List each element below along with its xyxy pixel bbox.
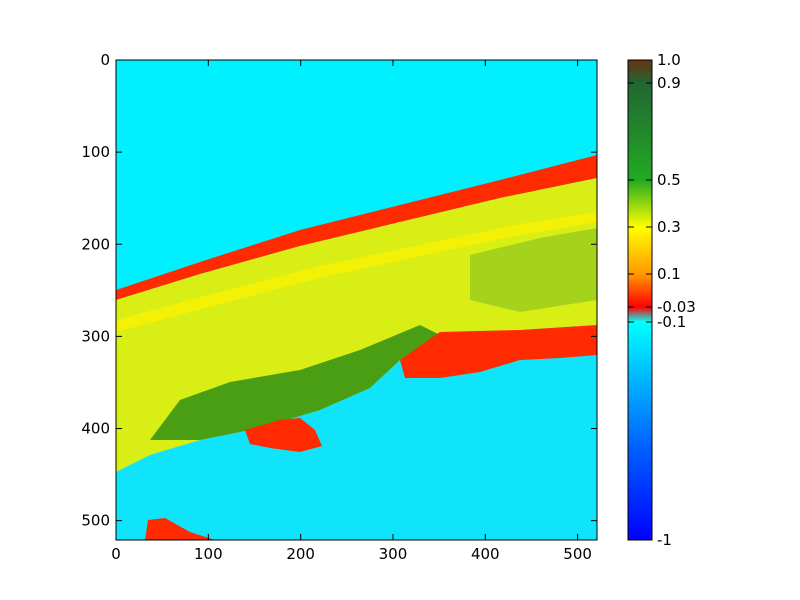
y-tick-label: 400 bbox=[81, 420, 110, 438]
plot-frame bbox=[115, 59, 598, 541]
island-center bbox=[245, 418, 322, 452]
island-southwest bbox=[145, 518, 215, 540]
y-tick-label: 300 bbox=[81, 327, 110, 345]
colorbar-tick-label: -0.1 bbox=[657, 313, 686, 331]
y-tick-label: 100 bbox=[81, 143, 110, 161]
dense-vegetation-patch bbox=[470, 228, 597, 312]
x-tick-label: 100 bbox=[194, 545, 223, 563]
x-tick-label: 500 bbox=[563, 545, 592, 563]
y-axis: 0 100 200 300 400 500 bbox=[81, 51, 597, 530]
y-tick-label: 0 bbox=[100, 51, 110, 69]
colorbar-tick-label: 0.5 bbox=[657, 171, 681, 189]
colorbar-tick-label: 1.0 bbox=[657, 51, 681, 69]
x-axis: 0 100 200 300 400 500 bbox=[111, 60, 592, 563]
dense-vegetation-region bbox=[150, 325, 440, 440]
yellow-coastal-band bbox=[116, 212, 597, 332]
colorbar-ticks: 1.0 0.9 0.5 0.3 0.1 -0.03-0.1 -1 bbox=[628, 51, 696, 549]
x-tick-label: 300 bbox=[379, 545, 408, 563]
x-tick-label: 200 bbox=[286, 545, 315, 563]
colorbar-tick-label: 0.9 bbox=[657, 74, 681, 92]
colorbar-tick-label: 0.1 bbox=[657, 265, 681, 283]
colorbar-tick-label: -0.03 bbox=[657, 298, 696, 316]
y-tick-label: 500 bbox=[81, 512, 110, 530]
north-coast-strip bbox=[116, 155, 597, 300]
heatmap-image bbox=[116, 60, 597, 540]
lagoon-shore-strip bbox=[400, 325, 597, 378]
colorbar-tick-label: 0.3 bbox=[657, 218, 681, 236]
y-tick-label: 200 bbox=[81, 235, 110, 253]
colorbar-gradient bbox=[627, 59, 653, 541]
colorbar: 1.0 0.9 0.5 0.3 0.1 -0.03-0.1 -1 bbox=[627, 51, 696, 549]
colorbar-tick-label: -1 bbox=[657, 531, 672, 549]
x-tick-label: 400 bbox=[471, 545, 500, 563]
x-tick-label: 0 bbox=[111, 545, 121, 563]
